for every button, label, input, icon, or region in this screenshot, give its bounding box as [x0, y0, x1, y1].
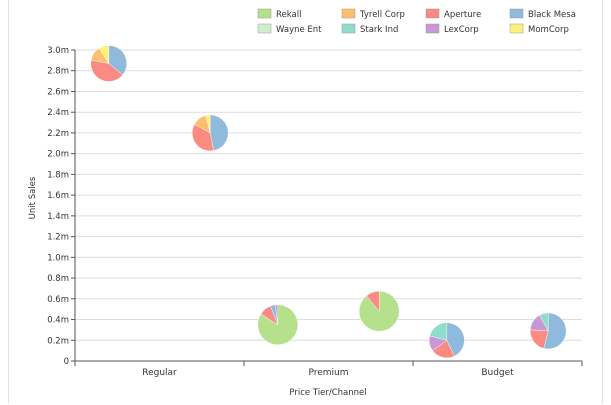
pie-slice: [446, 322, 465, 357]
x-tick-label: Budget: [481, 368, 514, 378]
pie-slice: [210, 114, 229, 151]
y-tick-label: 3.0m: [47, 46, 69, 56]
legend-label: Rekall: [276, 10, 301, 20]
pie-marker: [192, 114, 229, 152]
y-tick-label: 0.8m: [47, 274, 69, 284]
y-tick-label: 1.6m: [47, 191, 69, 201]
pie-marker: [429, 322, 465, 359]
y-tick-label: 1.4m: [47, 212, 69, 222]
y-tick-label: 2.8m: [47, 67, 69, 77]
y-tick-label: 2.4m: [47, 108, 69, 118]
pie-slice: [429, 322, 447, 341]
legend-item: MomCorp: [509, 23, 569, 35]
legend-item: Tyrell Corp: [341, 8, 405, 20]
x-axis-title: Price Tier/Channel: [289, 388, 366, 398]
gridlines: [75, 49, 582, 362]
legend: Rekall Tyrell Corp Aperture Black Mesa Wayne…: [257, 8, 576, 35]
pie-marker: [90, 45, 127, 82]
legend-item: Rekall: [257, 8, 301, 20]
legend-label: Tyrell Corp: [359, 10, 405, 20]
legend-swatch: [257, 8, 272, 19]
pie-slice: [359, 291, 400, 332]
y-tick-label: 0.2m: [47, 336, 69, 346]
y-tick-label: 0.4m: [47, 316, 69, 326]
legend-item: Wayne Ent: [257, 23, 322, 35]
pie-marker: [359, 291, 400, 332]
legend-swatch: [257, 23, 272, 34]
legend-swatch: [341, 8, 356, 19]
y-tick-label: 1.8m: [47, 170, 69, 180]
pie-markers: [90, 45, 567, 359]
pie-slice: [205, 114, 211, 133]
legend-swatch: [425, 23, 440, 34]
legend-item: Stark Ind: [341, 23, 398, 35]
y-tick-label: 2.2m: [47, 129, 69, 139]
legend-swatch: [509, 8, 524, 19]
legend-label: Wayne Ent: [276, 25, 322, 35]
y-axis-title: Unit Sales: [28, 176, 38, 219]
pie-slice: [108, 45, 127, 76]
y-tick-label: 1.2m: [47, 233, 69, 243]
y-tick-label: 2.0m: [47, 150, 69, 160]
y-tick-label: 0.6m: [47, 295, 69, 305]
pie-marker: [257, 304, 298, 345]
legend-swatch: [509, 23, 524, 34]
chart-frame: [8, 0, 603, 404]
legend-label: Aperture: [444, 10, 481, 20]
legend-label: LexCorp: [444, 25, 479, 35]
pie-marker: [530, 312, 567, 350]
pie-slice: [275, 304, 278, 325]
y-tick-label: 1.0m: [47, 253, 69, 263]
y-tick-label: 0: [64, 357, 69, 367]
y-tick-label: 2.6m: [47, 87, 69, 97]
legend-item: LexCorp: [425, 23, 479, 35]
pie-slice: [366, 291, 380, 312]
legend-swatch: [341, 23, 356, 34]
pie-slice: [539, 312, 549, 332]
y-axis: 0 0.2m 0.4m 0.6m 0.8m 1.0m 1.2m 1.4m 1.6m 1.8m 2.0…: [47, 46, 76, 367]
x-tick-label: Premium: [308, 368, 348, 378]
legend-swatch: [425, 8, 440, 19]
pie-slice: [192, 123, 214, 152]
legend-label: Black Mesa: [528, 10, 576, 20]
pie-slice: [90, 59, 123, 82]
legend-item: Black Mesa: [509, 8, 576, 20]
legend-item: Aperture: [425, 8, 481, 20]
pie-slice: [98, 45, 109, 65]
x-tick-label: Regular: [142, 368, 177, 378]
pie-slice: [543, 312, 567, 350]
x-axis: Regular Premium Budget: [74, 360, 583, 378]
legend-label: MomCorp: [528, 25, 569, 35]
legend-label: Stark Ind: [360, 25, 398, 35]
